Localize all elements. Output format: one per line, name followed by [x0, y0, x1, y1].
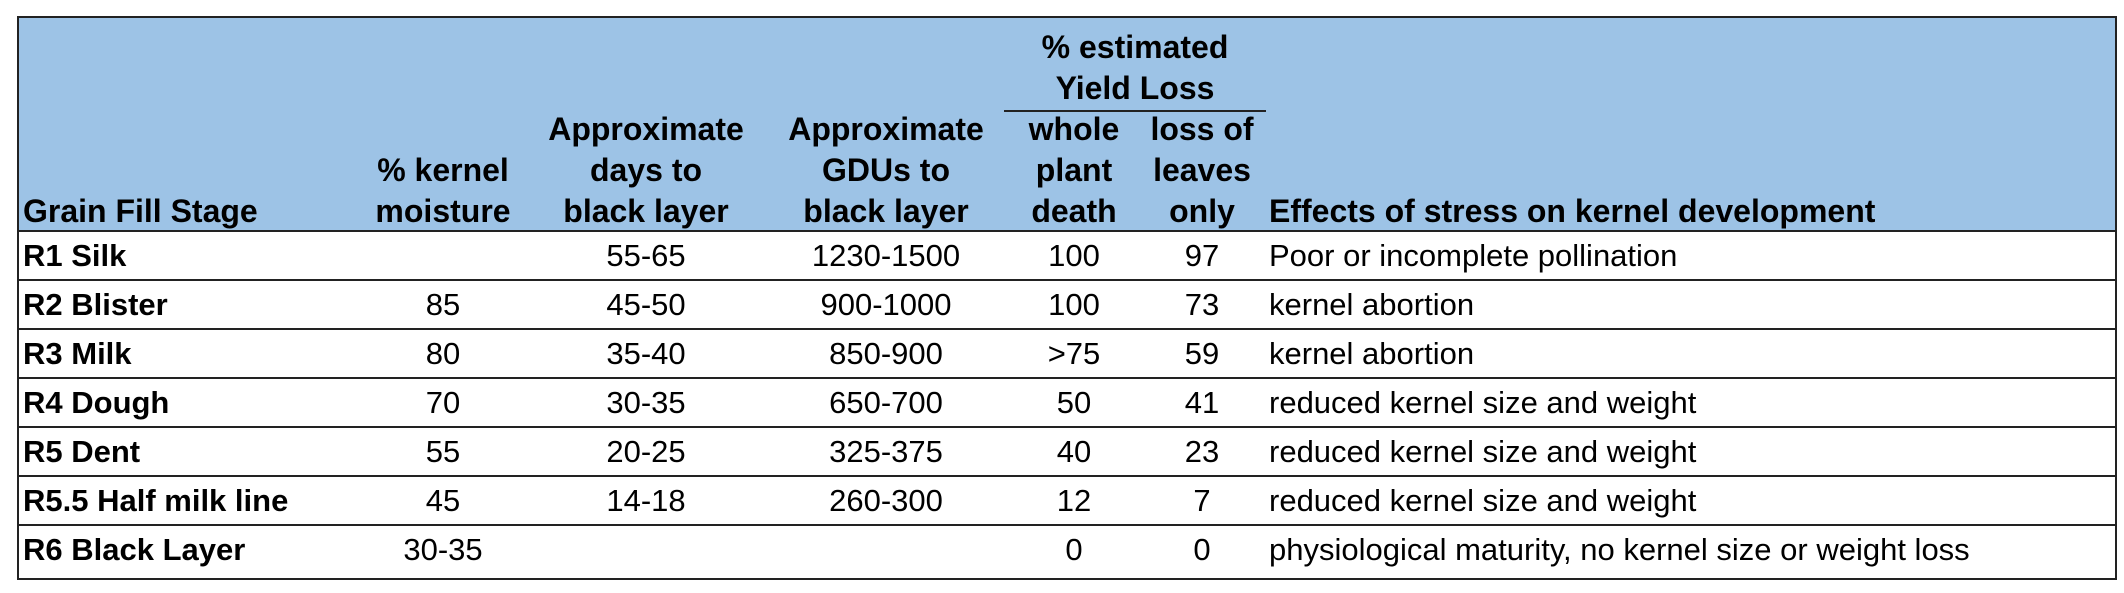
header-yield-loss-line2: Yield Loss: [1055, 70, 1215, 106]
cell-days: 20-25: [606, 434, 686, 469]
header-days-line1: Approximate: [548, 111, 744, 147]
table-row: R4 Dough 70 30-35 650-700 50 41 reduced …: [19, 379, 2115, 428]
header-moisture-line1: % kernel: [377, 152, 509, 188]
table-row: R2 Blister 85 45-50 900-1000 100 73 kern…: [19, 281, 2115, 330]
yield-loss-divider: [1004, 110, 1266, 112]
header-yield-loss-line1: % estimated: [1041, 29, 1229, 65]
cell-effects: physiological maturity, no kernel size o…: [1269, 532, 1970, 567]
table-row: R6 Black Layer 30-35 0 0 physiological m…: [19, 526, 2115, 575]
cell-leaves-only: 7: [1193, 483, 1211, 518]
header-whole-plant-line1: whole: [1028, 111, 1120, 147]
cell-leaves-only: 0: [1193, 532, 1211, 567]
cell-effects: kernel abortion: [1269, 287, 1475, 322]
cell-leaves-only: 59: [1184, 336, 1220, 371]
header-days-line2: days to: [589, 152, 703, 188]
cell-leaves-only: 97: [1184, 238, 1220, 273]
cell-gdus: 850-900: [829, 336, 943, 371]
cell-stage: R3 Milk: [23, 336, 132, 371]
header-leaves-line1: loss of: [1150, 111, 1254, 147]
table-header: Grain Fill Stage % kernel moisture Appro…: [19, 18, 2115, 232]
cell-moisture: 55: [425, 434, 461, 469]
cell-whole-plant: 50: [1056, 385, 1092, 420]
cell-leaves-only: 23: [1184, 434, 1220, 469]
header-gdus-line1: Approximate: [788, 111, 984, 147]
cell-whole-plant: 100: [1048, 238, 1100, 273]
cell-effects: reduced kernel size and weight: [1269, 385, 1697, 420]
cell-stage: R4 Dough: [23, 385, 170, 420]
header-effects: Effects of stress on kernel development: [1269, 193, 1876, 229]
cell-leaves-only: 73: [1184, 287, 1220, 322]
cell-gdus: [771, 526, 1001, 573]
cell-stage: R6 Black Layer: [23, 532, 246, 567]
cell-whole-plant: 100: [1048, 287, 1100, 322]
cell-whole-plant: 12: [1056, 483, 1092, 518]
cell-whole-plant: >75: [1047, 336, 1101, 371]
cell-moisture: 85: [425, 287, 461, 322]
cell-moisture: 30-35: [403, 532, 483, 567]
cell-whole-plant: 40: [1056, 434, 1092, 469]
grain-fill-table: Grain Fill Stage % kernel moisture Appro…: [17, 16, 2117, 580]
cell-moisture: 70: [425, 385, 461, 420]
cell-moisture: [357, 232, 529, 279]
cell-effects: reduced kernel size and weight: [1269, 483, 1697, 518]
header-gdus-line3: black layer: [803, 193, 969, 229]
table-row: R5.5 Half milk line 45 14-18 260-300 12 …: [19, 477, 2115, 526]
cell-gdus: 1230-1500: [811, 238, 961, 273]
header-moisture-line2: moisture: [375, 193, 511, 229]
cell-gdus: 260-300: [829, 483, 943, 518]
cell-effects: kernel abortion: [1269, 336, 1475, 371]
cell-days: 30-35: [606, 385, 686, 420]
header-days-line3: black layer: [563, 193, 729, 229]
header-whole-plant-line2: plant: [1035, 152, 1113, 188]
cell-days: 55-65: [606, 238, 686, 273]
cell-days: 35-40: [606, 336, 686, 371]
cell-effects: reduced kernel size and weight: [1269, 434, 1697, 469]
cell-effects: Poor or incomplete pollination: [1269, 238, 1678, 273]
header-leaves-line2: leaves: [1153, 152, 1251, 188]
cell-gdus: 900-1000: [820, 287, 952, 322]
cell-days: 45-50: [606, 287, 686, 322]
cell-whole-plant: 0: [1065, 532, 1083, 567]
cell-stage: R1 Silk: [23, 238, 127, 273]
table-row: R1 Silk 55-65 1230-1500 100 97 Poor or i…: [19, 232, 2115, 281]
table-row: R3 Milk 80 35-40 850-900 >75 59 kernel a…: [19, 330, 2115, 379]
header-gdus-line2: GDUs to: [822, 152, 950, 188]
cell-leaves-only: 41: [1184, 385, 1220, 420]
cell-gdus: 325-375: [829, 434, 943, 469]
cell-gdus: 650-700: [829, 385, 943, 420]
cell-days: 14-18: [606, 483, 686, 518]
table-row: R5 Dent 55 20-25 325-375 40 23 reduced k…: [19, 428, 2115, 477]
cell-stage: R5 Dent: [23, 434, 141, 469]
cell-stage: R5.5 Half milk line: [23, 483, 289, 518]
cell-moisture: 45: [425, 483, 461, 518]
cell-stage: R2 Blister: [23, 287, 168, 322]
cell-days: [531, 526, 761, 573]
header-whole-plant-line3: death: [1031, 193, 1117, 229]
cell-moisture: 80: [425, 336, 461, 371]
header-leaves-line3: only: [1169, 193, 1235, 229]
header-stage: Grain Fill Stage: [23, 193, 258, 229]
